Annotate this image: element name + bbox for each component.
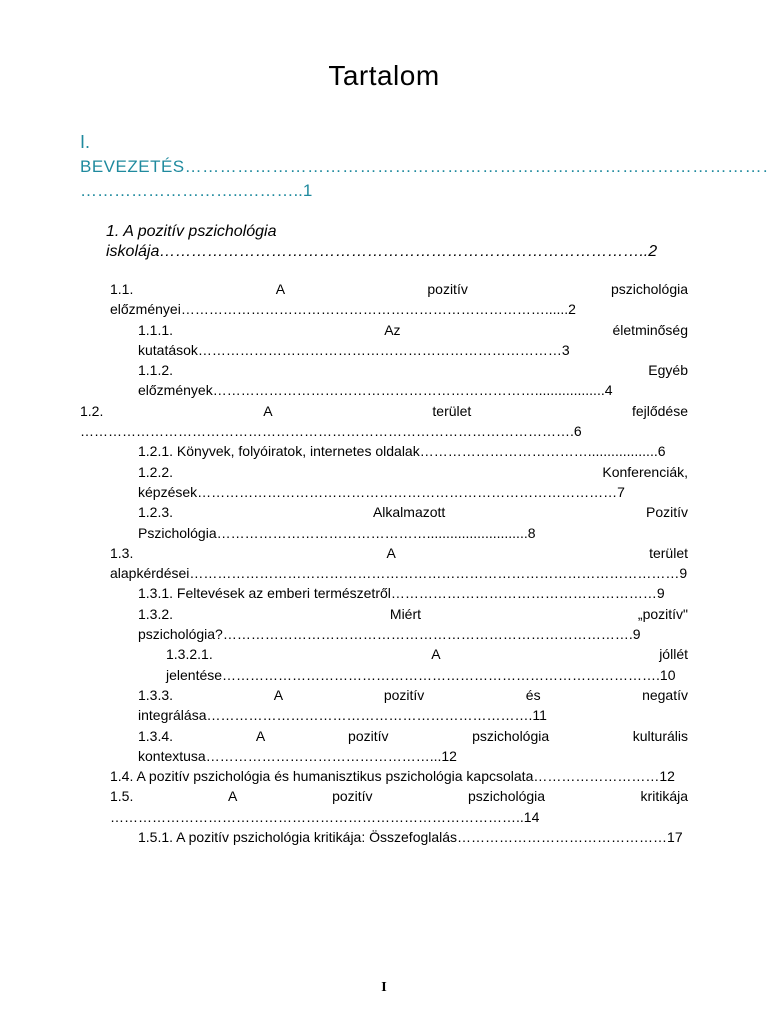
toc-entry: 1.2.3. Alkalmazott Pozitív Pszichológia…… [110, 502, 688, 543]
section-roman-numeral: I. [80, 132, 688, 153]
chapter-title-line1: 1. A pozitív pszichológia [106, 223, 688, 241]
toc-entry: 1.4. A pozitív pszichológia és humaniszt… [110, 766, 688, 786]
intro-label: Bevezetés [80, 157, 185, 176]
chapter-heading: 1. A pozitív pszichológia iskolája………………… [106, 223, 688, 261]
intro-dots-1: ………………………………………………………………………………………… [185, 157, 768, 176]
toc-entry: 1.2.1. Könyvek, folyóiratok, internetes … [110, 441, 688, 461]
page-number: I [0, 980, 768, 996]
toc-entry: 1.3.2.1. A jóllét jelentése…………………………………… [110, 644, 688, 685]
toc-entry: 1.3.4. A pozitív pszichológia kulturális… [110, 726, 688, 767]
chapter-title-line2: iskolája………………………………………………………………………………..… [106, 243, 688, 261]
toc-entry: 1.3. A terület alapkérdései…………………………………… [110, 543, 688, 584]
toc-entries: 1.1. A pozitív pszichológia előzményei……… [110, 279, 688, 847]
toc-entry: 1.2.2. Konferenciák, képzések……………………………… [110, 462, 688, 503]
toc-entry: 1.3.2. Miért „pozitív" pszichológia?…………… [110, 604, 688, 645]
intro-heading: Bevezetés…………………………………………………………………………………… [80, 157, 688, 177]
toc-entry: 1.3.1. Feltevések az emberi természetről… [110, 583, 688, 603]
page-title: Tartalom [80, 60, 688, 92]
toc-entry: 1.5. A pozitív pszichológia kritikája ……… [110, 786, 688, 827]
toc-entry: 1.5.1. A pozitív pszichológia kritikája:… [110, 827, 688, 847]
toc-entry: 1.1.2. Egyéb előzmények……………………………………………… [110, 360, 688, 401]
toc-entry: 1.2. A terület fejlődése ………………………………………… [80, 401, 688, 442]
toc-entry: 1.1.1. Az életminőség kutatások………………………… [110, 320, 688, 361]
intro-dots-2: ………………………..………..1 [80, 181, 688, 201]
toc-entry: 1.1. A pozitív pszichológia előzményei……… [110, 279, 688, 320]
toc-entry: 1.3.3. A pozitív és negatív integrálása…… [110, 685, 688, 726]
document-page: Tartalom I. Bevezetés…………………………………………………… [0, 0, 768, 877]
